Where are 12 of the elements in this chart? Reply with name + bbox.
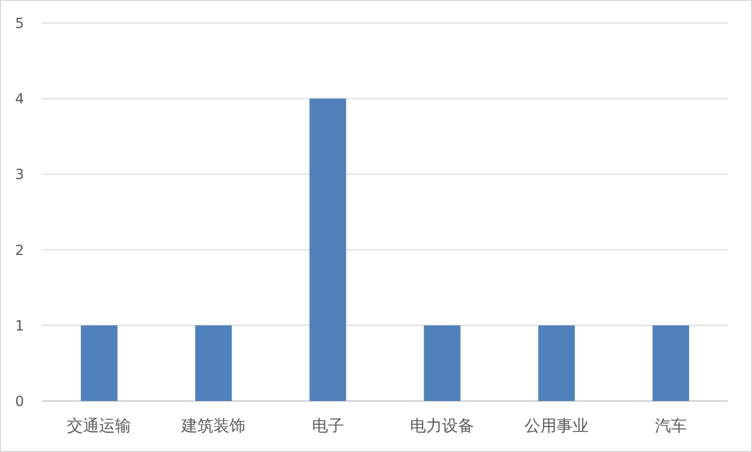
x-tick-label: 汽车 [654,416,687,435]
y-tick-label: 3 [15,167,24,184]
x-tick-label: 建筑装饰 [180,416,246,435]
x-tick-label: 公用事业 [524,416,588,435]
y-tick-label: 5 [15,16,24,32]
x-tick-label: 电子 [312,416,344,435]
y-tick-label: 2 [15,242,24,259]
y-tick-label: 4 [15,92,24,108]
y-tick-label: 0 [15,394,24,410]
y-tick-label: 1 [15,318,24,334]
x-tick-label: 交通运输 [67,416,132,435]
x-tick-label: 电力设备 [410,416,474,435]
